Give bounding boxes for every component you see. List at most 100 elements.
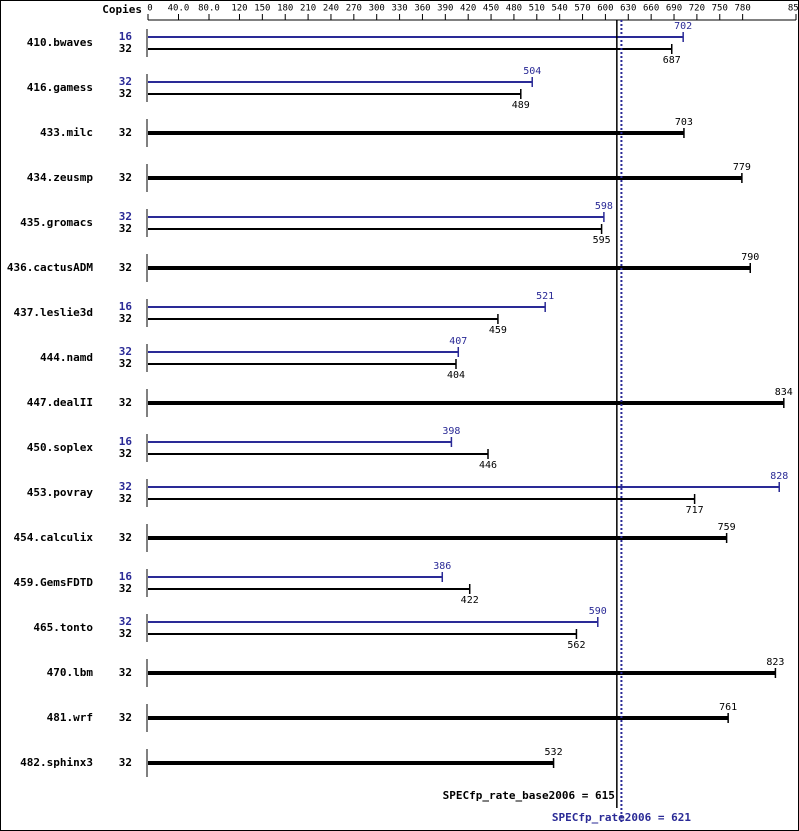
benchmark-name: 435.gromacs (20, 216, 93, 229)
benchmark-name: 470.lbm (47, 666, 94, 679)
benchmark-name: 410.bwaves (27, 36, 93, 49)
benchmark-name: 465.tonto (33, 621, 93, 634)
x-tick-label: 780 (735, 4, 751, 14)
copies: 32 (119, 396, 132, 409)
copies: 32 (119, 210, 132, 223)
peak-mean-label: SPECfp_rate2006 = 621 (552, 811, 691, 824)
copies: 16 (119, 570, 133, 583)
benchmark-name: 437.leslie3d (14, 306, 93, 319)
value-label: 703 (675, 117, 693, 128)
x-tick-label: 540 (552, 4, 568, 14)
benchmark-name: 482.sphinx3 (20, 756, 93, 769)
value-label: 521 (536, 291, 554, 302)
copies: 32 (119, 312, 132, 325)
benchmark-name: 416.gamess (27, 81, 93, 94)
value-label: 459 (489, 325, 507, 336)
value-label: 823 (766, 657, 784, 668)
benchmark-name: 433.milc (40, 126, 93, 139)
x-tick-label: 300 (369, 4, 385, 14)
x-tick-label: 510 (529, 4, 545, 14)
copies: 32 (119, 75, 132, 88)
x-tick-label: 720 (689, 4, 705, 14)
x-tick-label: 850 (788, 4, 799, 14)
copies: 32 (119, 627, 132, 640)
value-label: 407 (449, 336, 467, 347)
value-label: 446 (479, 460, 497, 471)
copies: 32 (119, 222, 132, 235)
value-label: 779 (733, 162, 751, 173)
value-label: 398 (442, 426, 460, 437)
copies-header: Copies (102, 3, 142, 16)
value-label: 717 (686, 505, 704, 516)
benchmark-name: 434.zeusmp (27, 171, 94, 184)
x-tick-label: 570 (574, 4, 590, 14)
copies: 32 (119, 582, 132, 595)
x-tick-label: 80.0 (198, 4, 220, 14)
copies: 32 (119, 615, 132, 628)
x-tick-label: 690 (666, 4, 682, 14)
base-mean-label: SPECfp_rate_base2006 = 615 (443, 789, 615, 802)
copies: 32 (119, 126, 132, 139)
copies: 32 (119, 666, 132, 679)
benchmark-name: 436.cactusADM (7, 261, 93, 274)
value-label: 422 (461, 595, 479, 606)
benchmark-name: 481.wrf (47, 711, 93, 724)
value-label: 828 (770, 471, 788, 482)
value-label: 504 (523, 66, 541, 77)
x-tick-label: 750 (712, 4, 728, 14)
copies: 32 (119, 171, 132, 184)
copies: 32 (119, 480, 132, 493)
value-label: 790 (741, 252, 759, 263)
benchmark-name: 450.soplex (27, 441, 94, 454)
copies: 32 (119, 357, 132, 370)
x-tick-label: 330 (391, 4, 407, 14)
x-tick-label: 480 (506, 4, 522, 14)
x-tick-label: 120 (231, 4, 247, 14)
copies: 16 (119, 300, 133, 313)
x-tick-label: 150 (254, 4, 270, 14)
value-label: 834 (775, 387, 793, 398)
value-label: 759 (718, 522, 736, 533)
x-tick-label: 210 (300, 4, 316, 14)
benchmark-name: 444.namd (40, 351, 93, 364)
copies: 32 (119, 42, 132, 55)
x-tick-label: 270 (346, 4, 362, 14)
copies: 32 (119, 261, 132, 274)
x-tick-label: 180 (277, 4, 293, 14)
copies: 32 (119, 447, 132, 460)
x-tick-label: 660 (643, 4, 659, 14)
value-label: 702 (674, 21, 692, 32)
copies: 32 (119, 345, 132, 358)
value-label: 590 (589, 606, 607, 617)
x-tick-label: 40.0 (168, 4, 190, 14)
value-label: 598 (595, 201, 613, 212)
x-tick-label: 240 (323, 4, 339, 14)
x-tick-label: 390 (437, 4, 453, 14)
x-tick-label: 630 (620, 4, 636, 14)
value-label: 404 (447, 370, 465, 381)
copies: 32 (119, 492, 132, 505)
value-label: 489 (512, 100, 530, 111)
copies: 32 (119, 711, 132, 724)
x-tick-label: 450 (483, 4, 499, 14)
benchmark-name: 447.dealII (27, 396, 93, 409)
value-label: 386 (433, 561, 451, 572)
copies: 16 (119, 30, 133, 43)
value-label: 532 (545, 747, 563, 758)
x-tick-label: 600 (597, 4, 613, 14)
copies: 32 (119, 756, 132, 769)
copies: 16 (119, 435, 133, 448)
copies: 32 (119, 87, 132, 100)
value-label: 562 (567, 640, 585, 651)
x-tick-label: 0 (147, 4, 152, 14)
copies: 32 (119, 531, 132, 544)
value-label: 687 (663, 55, 681, 66)
x-tick-label: 360 (414, 4, 430, 14)
value-label: 761 (719, 702, 737, 713)
benchmark-name: 459.GemsFDTD (14, 576, 94, 589)
value-label: 595 (593, 235, 611, 246)
x-tick-label: 420 (460, 4, 476, 14)
